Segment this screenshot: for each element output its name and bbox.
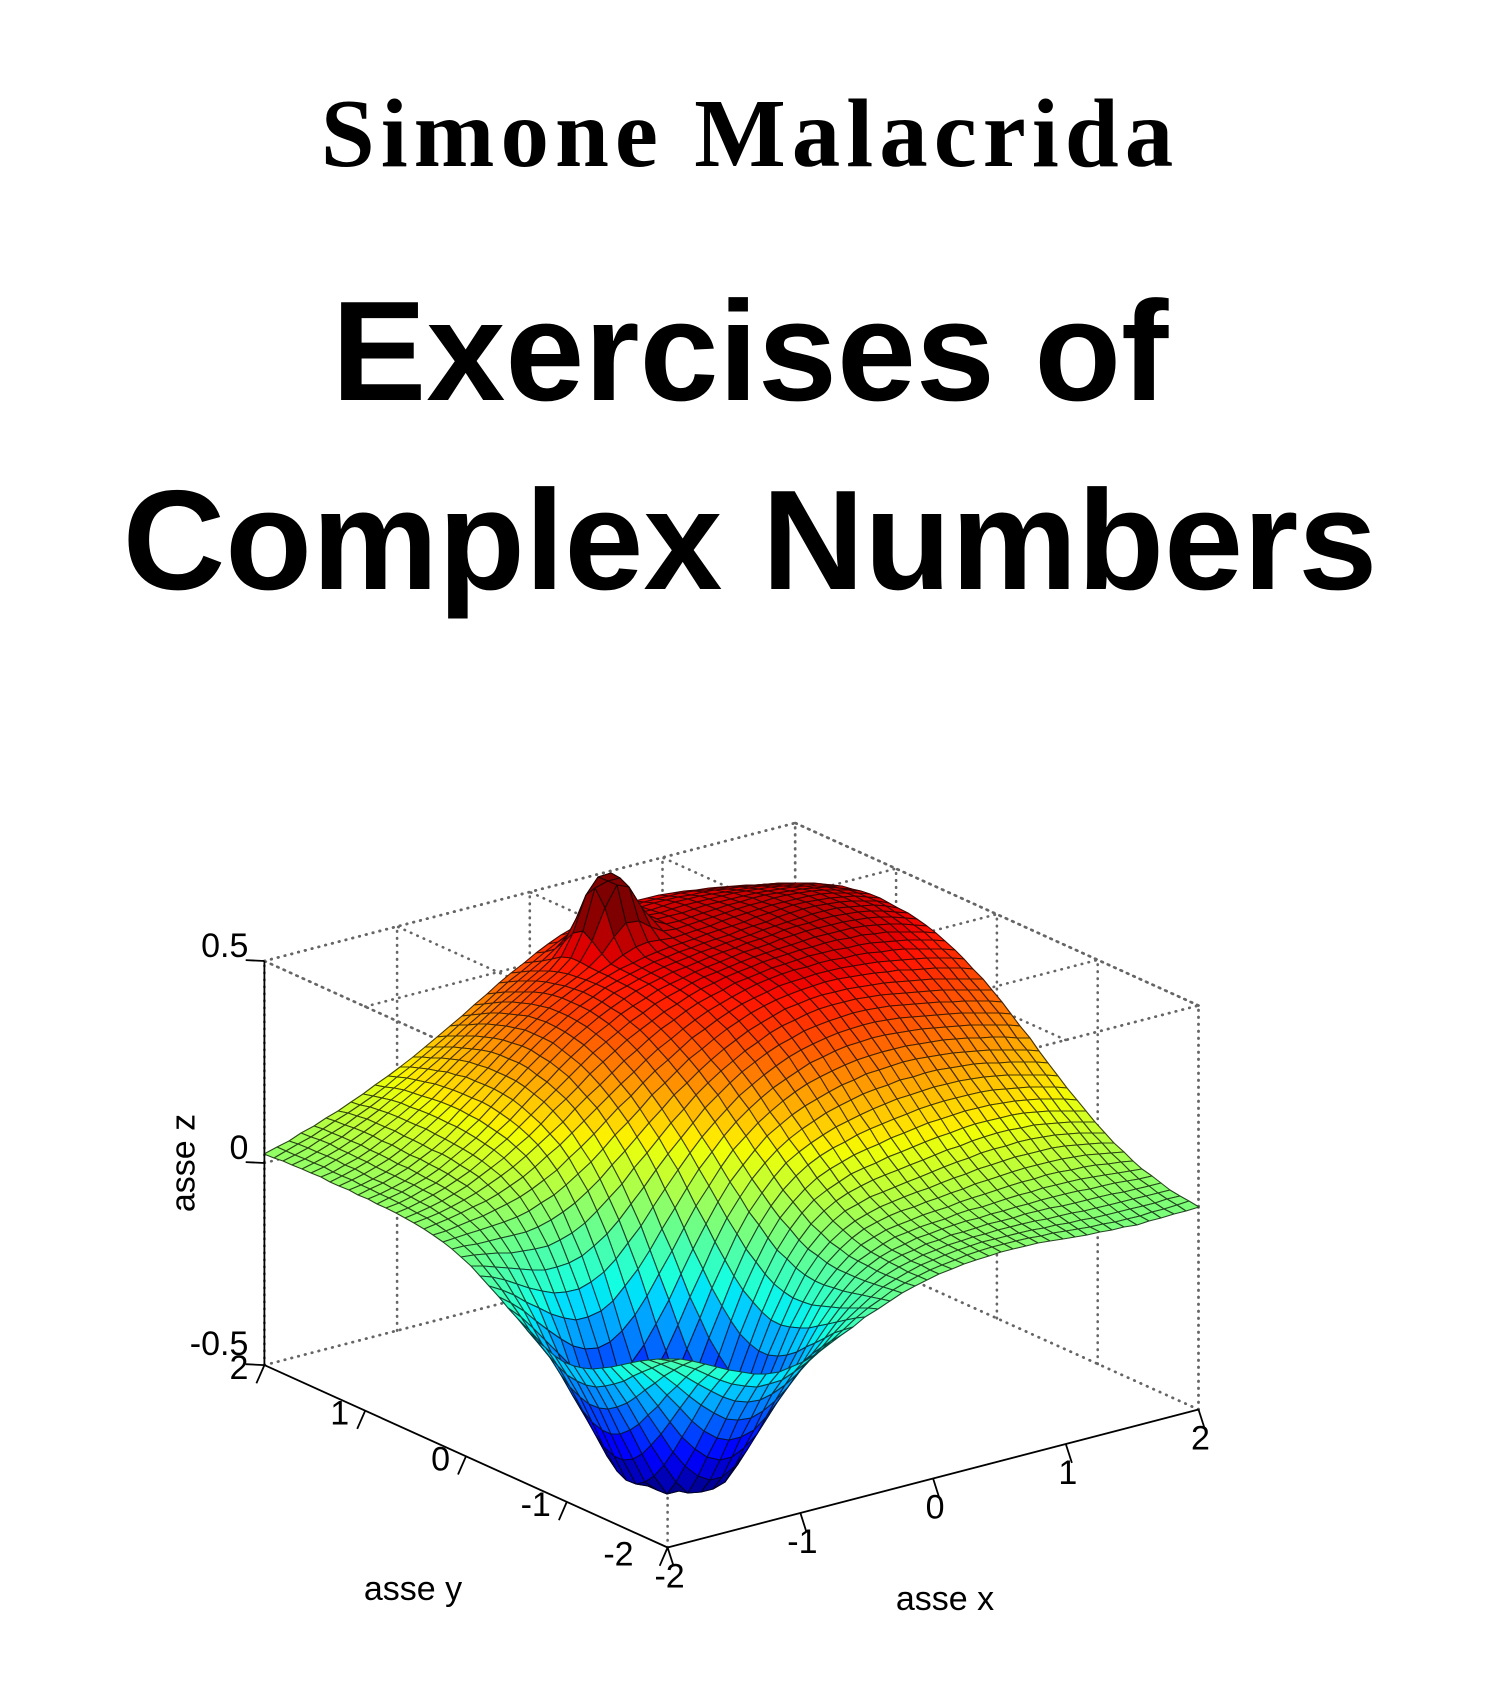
svg-text:-2: -2 bbox=[603, 1536, 633, 1574]
svg-text:asse y: asse y bbox=[364, 1570, 462, 1608]
svg-text:0: 0 bbox=[229, 1129, 248, 1167]
svg-text:0: 0 bbox=[926, 1489, 945, 1527]
svg-text:0.5: 0.5 bbox=[201, 927, 248, 965]
svg-text:2: 2 bbox=[229, 1349, 248, 1387]
svg-text:0: 0 bbox=[431, 1440, 450, 1478]
svg-text:1: 1 bbox=[1058, 1454, 1077, 1492]
svg-text:asse x: asse x bbox=[896, 1580, 994, 1618]
svg-text:1: 1 bbox=[330, 1395, 349, 1433]
svg-text:-1: -1 bbox=[787, 1523, 817, 1561]
svg-text:-2: -2 bbox=[654, 1558, 684, 1596]
svg-text:asse z: asse z bbox=[164, 1114, 202, 1212]
svg-text:2: 2 bbox=[1191, 1420, 1210, 1458]
svg-text:-1: -1 bbox=[521, 1486, 551, 1524]
